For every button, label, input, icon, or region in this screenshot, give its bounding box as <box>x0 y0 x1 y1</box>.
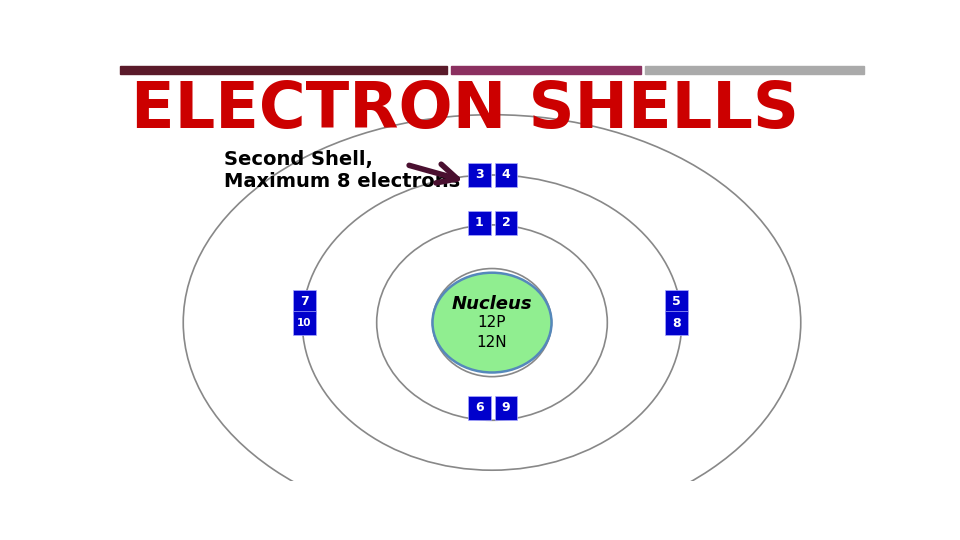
FancyBboxPatch shape <box>665 312 687 335</box>
Text: Second Shell,
Maximum 8 electrons: Second Shell, Maximum 8 electrons <box>225 150 460 191</box>
Text: 12P: 12P <box>478 315 506 330</box>
Ellipse shape <box>432 273 551 373</box>
Text: 9: 9 <box>502 401 511 414</box>
Text: 3: 3 <box>475 168 484 181</box>
FancyBboxPatch shape <box>294 312 316 335</box>
FancyBboxPatch shape <box>468 211 491 235</box>
FancyBboxPatch shape <box>468 163 491 187</box>
Text: 10: 10 <box>298 319 312 328</box>
Text: 1: 1 <box>475 217 484 230</box>
FancyBboxPatch shape <box>495 163 517 187</box>
Text: 6: 6 <box>475 401 484 414</box>
Bar <box>120 66 447 74</box>
Text: 2: 2 <box>502 217 511 230</box>
Bar <box>451 66 641 74</box>
FancyBboxPatch shape <box>495 396 517 420</box>
FancyBboxPatch shape <box>294 290 316 314</box>
FancyBboxPatch shape <box>468 396 491 420</box>
Text: 4: 4 <box>502 168 511 181</box>
Text: ELECTRON SHELLS: ELECTRON SHELLS <box>132 79 799 141</box>
Text: 7: 7 <box>300 295 309 308</box>
Text: 8: 8 <box>672 317 681 330</box>
FancyBboxPatch shape <box>495 211 517 235</box>
FancyBboxPatch shape <box>665 290 687 314</box>
Text: 5: 5 <box>672 295 681 308</box>
Text: Nucleus: Nucleus <box>452 295 532 313</box>
Text: 12N: 12N <box>477 335 507 350</box>
Bar <box>644 66 864 74</box>
